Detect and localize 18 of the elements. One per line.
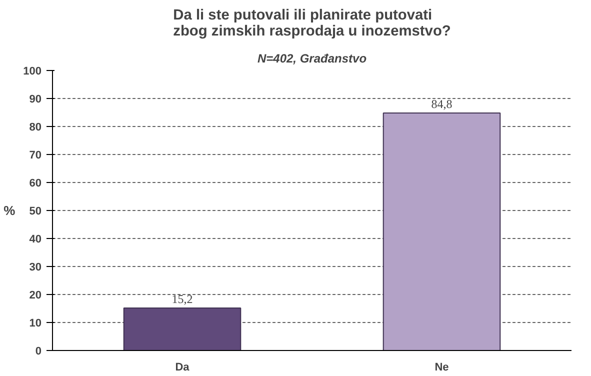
chart-title: Da li ste putovali ili planirate putovati zbog zimskih rasprodaja u inozemstvo? [173,8,451,40]
y-tick-label: 80 [29,122,42,134]
y-tick-label: 20 [29,290,42,302]
y-axis-title: % [4,203,16,218]
y-tick-label: 50 [29,206,42,218]
y-tick-label: 100 [23,66,42,78]
x-tick-label: Da [175,362,190,374]
y-tick-label: 90 [29,94,42,106]
y-tick-label: 70 [29,150,42,162]
y-tick-label: 40 [29,234,42,246]
y-tick-label: 0 [35,346,42,358]
y-tick-label: 30 [29,262,42,274]
y-tick-label: 10 [29,318,42,330]
y-tick-label: 60 [29,178,42,190]
data-label: 84,8 [431,97,452,112]
x-tick-label: Ne [434,362,449,374]
chart-subtitle: N=402, Građanstvo [257,52,367,66]
data-label: 15,2 [172,292,193,306]
